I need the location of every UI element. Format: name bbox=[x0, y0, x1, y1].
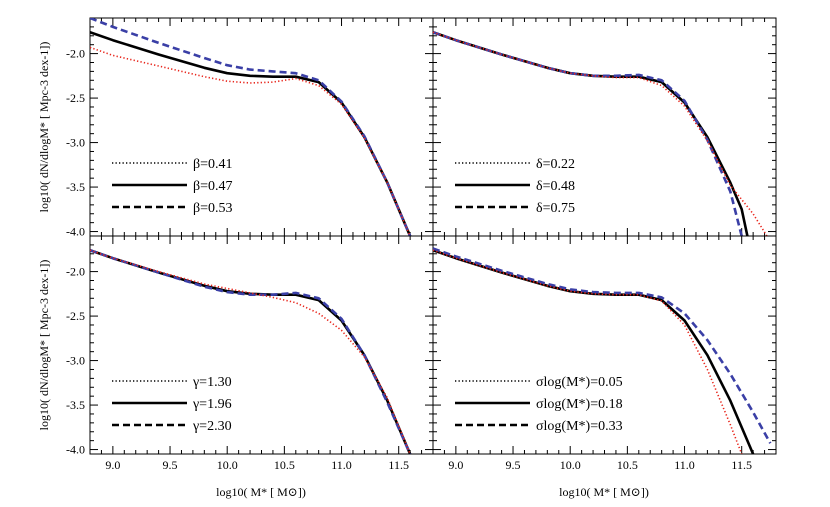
series-line-solid bbox=[90, 250, 410, 454]
series-group bbox=[90, 250, 410, 454]
y-axis-label-top: log10( dN/dlogM* [ Mpc-3 dex-1]) bbox=[37, 42, 51, 213]
legend-label: δ=0.48 bbox=[536, 179, 575, 194]
legend-label: β=0.47 bbox=[193, 179, 233, 194]
x-tick-label: 10.0 bbox=[217, 458, 238, 472]
x-tick-label: 9.5 bbox=[163, 458, 178, 472]
legend-label: γ=2.30 bbox=[192, 419, 232, 434]
x-tick-label: 10.0 bbox=[560, 458, 581, 472]
series-line-dashed bbox=[433, 249, 770, 444]
series-line-dashed bbox=[90, 18, 410, 236]
y-tick-label: -2.0 bbox=[66, 265, 85, 279]
x-tick-label: 11.0 bbox=[674, 458, 695, 472]
y-tick-label: -2.0 bbox=[66, 47, 85, 61]
y-tick-label: -4.0 bbox=[66, 225, 85, 239]
series-group bbox=[90, 18, 410, 236]
y-tick-label: -2.5 bbox=[66, 91, 85, 105]
panel-gamma: 9.0 9.5 10.0 10.5 11.0 11.5 -2.0 -2.5 -3.0 -3.5 -4… bbox=[66, 236, 433, 472]
y-tick-label: -3.0 bbox=[66, 354, 85, 368]
y-tick-label: -3.5 bbox=[66, 398, 85, 412]
plot-frame bbox=[433, 18, 776, 236]
legend-label: σlog(M*)=0.05 bbox=[536, 375, 623, 390]
legend-label: δ=0.75 bbox=[536, 201, 575, 216]
series-line-solid bbox=[433, 32, 747, 236]
x-tick-label: 11.5 bbox=[731, 458, 752, 472]
x-axis-label-right: log10( M* [ M⊙]) bbox=[559, 485, 649, 499]
x-tick-label: 11.5 bbox=[388, 458, 409, 472]
x-tick-label: 10.5 bbox=[617, 458, 638, 472]
plot-frame bbox=[90, 236, 433, 454]
legend: γ=1.30 γ=1.96 γ=2.30 bbox=[112, 375, 232, 434]
series-line-solid bbox=[90, 32, 410, 236]
x-tick-label: 9.0 bbox=[105, 458, 120, 472]
legend-label: γ=1.30 bbox=[192, 375, 232, 390]
series-group bbox=[433, 32, 767, 236]
x-tick-label: 9.5 bbox=[506, 458, 521, 472]
legend: β=0.41 β=0.47 β=0.53 bbox=[112, 157, 233, 216]
y-tick-label: -2.5 bbox=[66, 309, 85, 323]
y-axis-label-bottom: log10( dN/dlogM* [ Mpc-3 dex-1]) bbox=[37, 260, 51, 431]
legend-label: γ=1.96 bbox=[192, 397, 232, 412]
panel-delta: δ=0.22 δ=0.48 δ=0.75 bbox=[433, 18, 776, 236]
x-tick-label: 9.0 bbox=[448, 458, 463, 472]
legend-label: β=0.53 bbox=[193, 201, 233, 216]
panel-sigma: 9.0 9.5 10.0 10.5 11.0 11.5σlog(M*)=0.05σlog(… bbox=[433, 236, 776, 472]
y-tick-label: -3.0 bbox=[66, 136, 85, 150]
plot-frame bbox=[90, 18, 433, 236]
x-tick-label: 10.5 bbox=[274, 458, 295, 472]
y-tick-label: -3.5 bbox=[66, 180, 85, 194]
legend-label: σlog(M*)=0.18 bbox=[536, 397, 623, 412]
panel-beta: -2.0 -2.5 -3.0 -3.5 -4.0 β=0.41 β=0.47 β=0.53 bbox=[66, 18, 433, 239]
x-tick-label: 11.0 bbox=[331, 458, 352, 472]
legend-label: σlog(M*)=0.33 bbox=[536, 419, 623, 434]
legend-label: β=0.41 bbox=[193, 157, 233, 172]
series-line-dotted bbox=[433, 32, 767, 236]
x-axis-label-left: log10( M* [ M⊙]) bbox=[216, 485, 306, 499]
y-tick-label: -4.0 bbox=[66, 443, 85, 457]
legend-label: δ=0.22 bbox=[536, 157, 575, 172]
legend: δ=0.22 δ=0.48 δ=0.75 bbox=[455, 157, 575, 216]
legend: σlog(M*)=0.05 σlog(M*)=0.18 σlog(M*)=0.33 bbox=[455, 375, 623, 434]
series-line-dashed bbox=[433, 32, 742, 236]
